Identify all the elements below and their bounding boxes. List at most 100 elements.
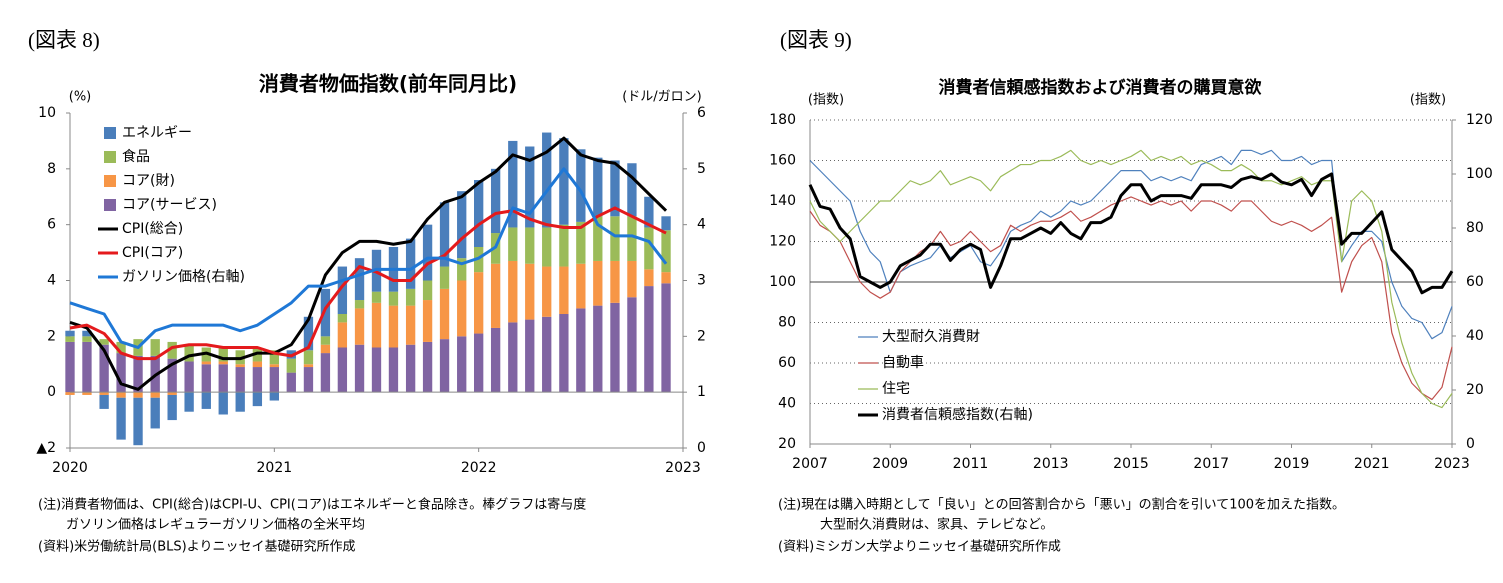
legend-label: 消費者信頼感指数(右軸): [882, 406, 1033, 423]
legend-swatch: [104, 175, 116, 187]
legend-label: CPI(総合): [122, 221, 183, 237]
bar-segment: [65, 330, 75, 337]
bar-segment: [422, 224, 433, 281]
y-tick-label: 140: [769, 193, 796, 209]
legend-label: 自動車: [882, 354, 924, 371]
bar-segment: [269, 392, 279, 401]
y2-tick-label: 120: [1466, 112, 1493, 128]
bar-segment: [167, 392, 177, 395]
bar-segment: [303, 316, 314, 351]
legend-label: ガソリン価格(右軸): [122, 269, 245, 285]
y-tick-label: 40: [778, 396, 796, 412]
y2-axis-label: (指数): [1410, 93, 1446, 108]
bar-segment: [82, 392, 92, 395]
note: (資料)ミシガン大学よりニッセイ基礎研究所作成: [778, 539, 1061, 555]
bar-segment: [610, 160, 620, 217]
bar-segment: [508, 260, 518, 323]
bar-segment: [252, 361, 263, 368]
y2-tick-label: 60: [1466, 274, 1484, 290]
bar-segment: [184, 344, 194, 362]
bar-segment: [133, 392, 143, 398]
bar-segment: [252, 392, 263, 407]
bar-segment: [201, 361, 211, 365]
bar-segment: [474, 333, 484, 393]
bar-segment: [252, 367, 263, 393]
y-tick-label: 180: [769, 112, 796, 128]
bar-segment: [337, 347, 348, 393]
bar-segment: [303, 364, 314, 368]
bar-segment: [593, 216, 603, 261]
y2-tick-label: 80: [1466, 220, 1484, 236]
bar-segment: [422, 341, 433, 393]
bar-segment: [167, 341, 177, 359]
y-axis-label: (指数): [808, 93, 844, 108]
x-tick-label: 2011: [953, 456, 989, 472]
y2-tick-label: 0: [697, 440, 706, 456]
bar-segment: [490, 263, 501, 328]
bar-segment: [286, 358, 296, 373]
legend-label: エネルギー: [122, 125, 192, 141]
bar-segment: [218, 347, 228, 362]
bar-segment: [559, 224, 569, 267]
bar-segment: [627, 297, 637, 393]
bar-segment: [235, 364, 245, 368]
legend-label: 食品: [122, 148, 150, 165]
y-tick-label: 0: [47, 384, 56, 400]
bar-segment: [490, 327, 501, 393]
bar-segment: [99, 344, 109, 393]
y-tick-label: 60: [778, 355, 796, 371]
x-tick-label: 2013: [1033, 456, 1069, 472]
bar-segment: [82, 341, 92, 393]
bar-segment: [133, 397, 143, 446]
note: (注)現在は購入時期として「良い」との回答割合から「悪い」の割合を引いて100を…: [778, 497, 1345, 513]
chart-title: 消費者信頼感指数および消費者の購買意欲: [939, 77, 1262, 98]
bar-segment: [457, 191, 467, 259]
bar-segment: [542, 227, 552, 267]
legend-label: CPI(コア): [122, 245, 183, 261]
x-tick-label: 2019: [1274, 456, 1310, 472]
bar-segment: [593, 305, 603, 393]
series-line: [69, 206, 667, 361]
note: ガソリン価格はレギュラーガソリン価格の全米平均: [66, 517, 365, 533]
bar-segment: [320, 336, 331, 345]
bar-segment: [559, 266, 569, 314]
bar-segment: [167, 394, 177, 421]
bar-segment: [644, 269, 654, 287]
y-tick-label: 100: [769, 274, 796, 290]
bar-segment: [82, 330, 92, 337]
note: 大型耐久消費財は、家具、テレビなど。: [820, 517, 1053, 533]
bar-segment: [542, 132, 552, 228]
bar-segment: [82, 336, 92, 342]
bar-segment: [542, 266, 552, 317]
bar-segment: [457, 258, 467, 281]
bar-segment: [525, 146, 535, 228]
y-tick-label: ▲2: [36, 440, 56, 456]
bar-segment: [508, 140, 518, 228]
y-tick-label: 6: [47, 217, 56, 233]
x-tick-label: 2022: [461, 460, 497, 476]
bar-segment: [405, 288, 416, 306]
y2-tick-label: 1: [697, 384, 706, 400]
bar-segment: [457, 336, 467, 393]
bar-segment: [576, 149, 586, 222]
y2-tick-label: 2: [697, 328, 706, 344]
x-tick-label: 2020: [52, 460, 88, 476]
bar-segment: [184, 392, 194, 412]
y-tick-label: 80: [778, 315, 796, 331]
bar-segment: [354, 308, 365, 345]
bar-segment: [116, 397, 126, 440]
bar-segment: [661, 272, 671, 284]
bar-segment: [627, 216, 637, 261]
figure-label: (図表 9): [780, 28, 852, 52]
bar-segment: [644, 227, 654, 270]
bar-segment: [354, 258, 365, 301]
y2-tick-label: 3: [697, 273, 706, 289]
bar-segment: [525, 319, 535, 393]
bar-segment: [525, 263, 535, 320]
bar-segment: [201, 392, 211, 409]
legend-swatch: [104, 199, 116, 211]
series-line: [809, 149, 1453, 340]
bar-segment: [439, 339, 450, 393]
x-tick-label: 2015: [1113, 456, 1149, 472]
bar-segment: [133, 355, 143, 393]
